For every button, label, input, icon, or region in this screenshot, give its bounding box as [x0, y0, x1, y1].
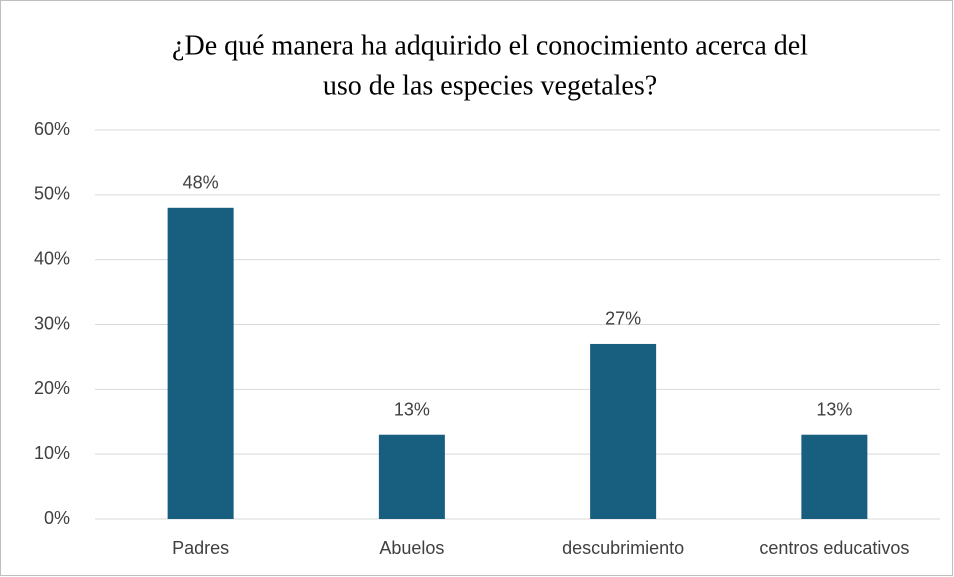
bar	[167, 207, 234, 520]
data-label: 13%	[394, 399, 430, 419]
y-tick-label: 30%	[34, 313, 70, 333]
bar	[590, 343, 657, 519]
y-tick-label: 10%	[34, 443, 70, 463]
chart-title: ¿De qué manera ha adquirido el conocimie…	[172, 30, 808, 61]
data-label: 13%	[816, 399, 852, 419]
data-label: 48%	[183, 173, 219, 193]
chart-title: uso de las especies vegetales?	[323, 70, 657, 101]
y-tick-label: 50%	[34, 184, 70, 204]
bar	[801, 434, 868, 519]
x-tick-label: Abuelos	[379, 538, 444, 558]
y-tick-label: 20%	[34, 378, 70, 398]
y-tick-label: 40%	[34, 248, 70, 268]
y-tick-label: 60%	[34, 119, 70, 139]
x-tick-label: centros educativos	[759, 538, 909, 558]
bar	[378, 434, 445, 519]
data-label: 27%	[605, 309, 641, 329]
x-tick-label: descubrimiento	[562, 538, 684, 558]
x-tick-label: Padres	[172, 538, 229, 558]
y-tick-label: 0%	[44, 508, 70, 528]
